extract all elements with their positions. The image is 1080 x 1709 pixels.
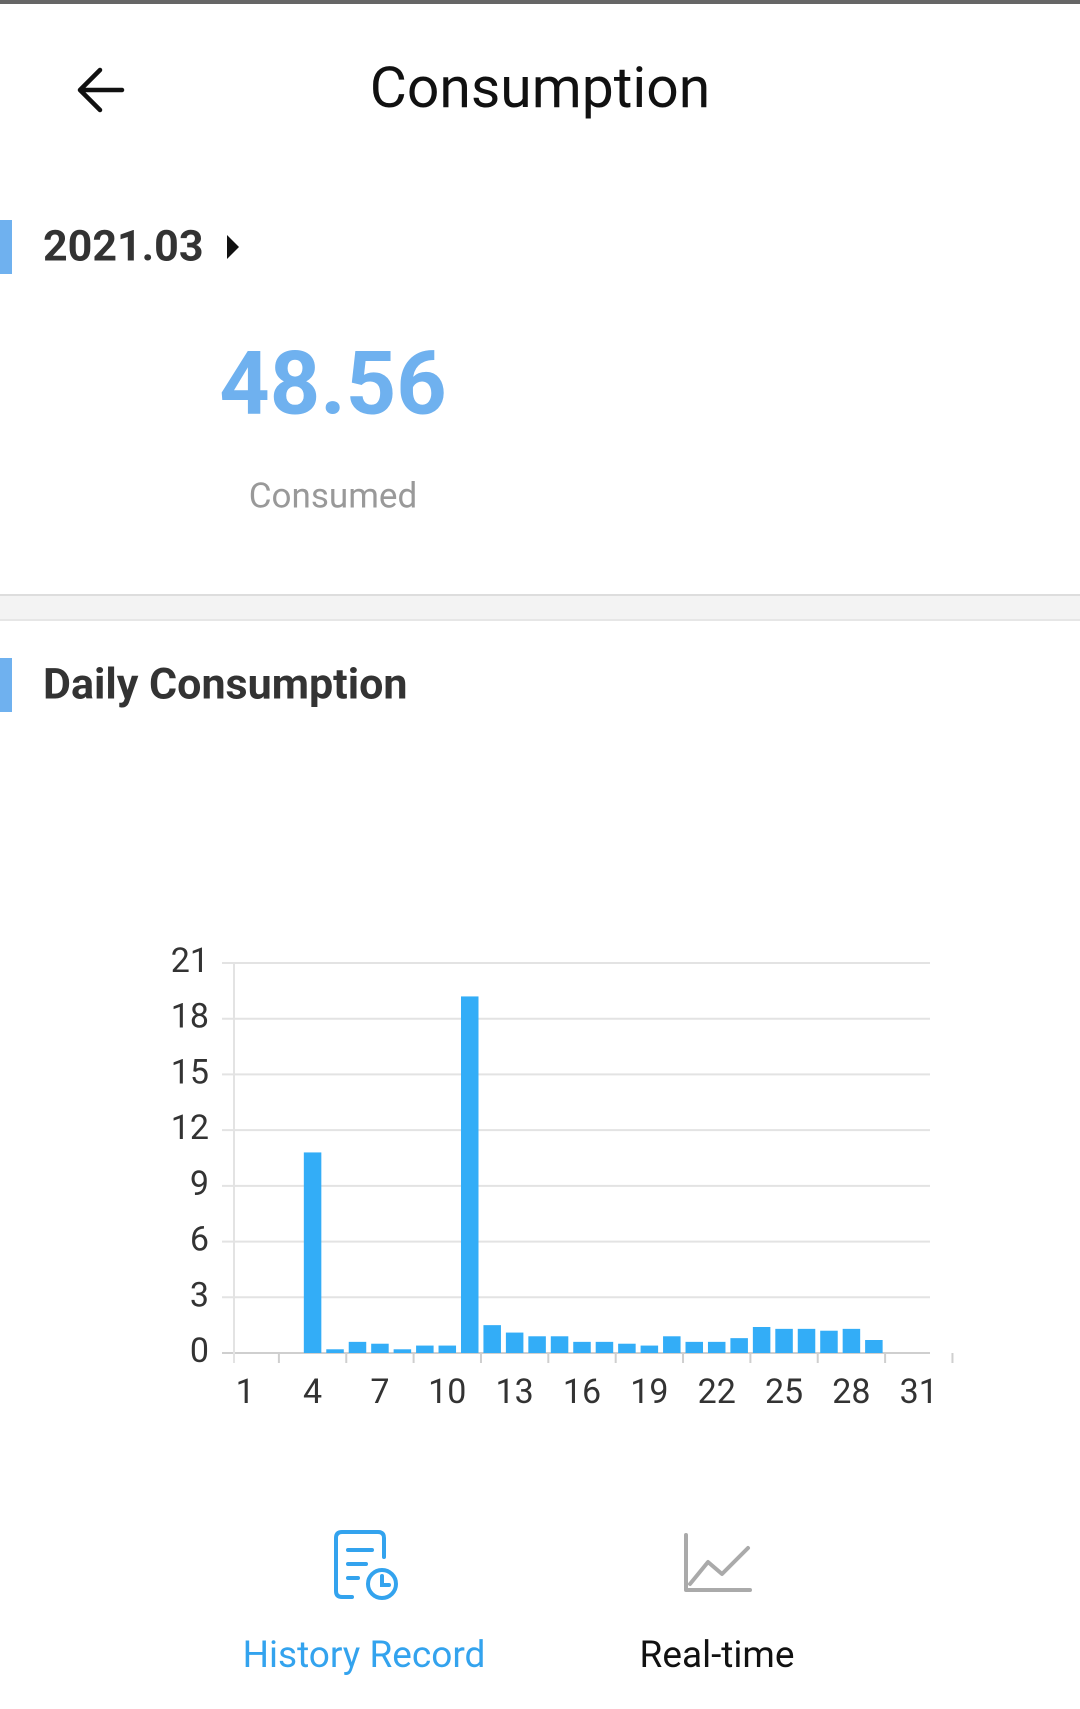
status-edge — [0, 0, 1080, 4]
bar — [618, 1343, 636, 1353]
x-tick-label: 1 — [236, 1372, 255, 1412]
bar — [595, 1341, 614, 1353]
y-tick-label: 21 — [171, 941, 209, 981]
x-tick-label: 25 — [765, 1372, 803, 1412]
back-button[interactable] — [77, 67, 125, 113]
bar — [775, 1328, 793, 1353]
total-value: 48.56 — [219, 332, 446, 435]
bar — [438, 1345, 457, 1353]
y-tick-label: 15 — [171, 1052, 209, 1092]
nav-realtime[interactable]: Real-time — [640, 1533, 795, 1677]
bar — [797, 1328, 816, 1353]
back-arrow — [77, 67, 125, 113]
period-arrow[interactable] — [227, 235, 239, 259]
section-title: Daily Consumption — [43, 659, 407, 709]
bar — [640, 1345, 659, 1353]
bar — [371, 1343, 389, 1353]
y-tick-label: 0 — [190, 1331, 209, 1371]
total-label: Consumed — [249, 475, 417, 516]
bar — [303, 1152, 322, 1353]
x-tick-label: 28 — [832, 1372, 870, 1412]
nav-label: Real-time — [640, 1634, 795, 1677]
bar — [528, 1336, 546, 1353]
x-tick-label: 13 — [496, 1372, 534, 1412]
bar — [416, 1345, 434, 1353]
bar — [348, 1341, 367, 1353]
y-tick-label: 6 — [190, 1220, 209, 1260]
y-tick-label: 9 — [190, 1164, 209, 1204]
page-title: Consumption — [370, 54, 710, 121]
bar — [550, 1336, 569, 1353]
y-tick-label: 12 — [171, 1108, 209, 1148]
bar — [685, 1341, 704, 1353]
bar — [483, 1325, 501, 1353]
x-tick-label: 19 — [630, 1372, 668, 1412]
y-tick-label: 18 — [171, 997, 209, 1037]
bar — [752, 1327, 771, 1353]
x-tick-label: 10 — [428, 1372, 466, 1412]
bar — [326, 1349, 344, 1353]
section-accent — [0, 658, 12, 712]
bar — [663, 1336, 681, 1353]
x-tick-label: 4 — [303, 1372, 322, 1412]
x-tick-label: 16 — [563, 1372, 601, 1412]
x-tick-label: 22 — [698, 1372, 736, 1412]
separator — [0, 595, 1080, 621]
period-label[interactable]: 2021.03 — [43, 221, 204, 271]
bar — [460, 996, 479, 1353]
bar — [842, 1328, 861, 1353]
realtime-icon — [684, 1533, 752, 1592]
bar — [393, 1349, 412, 1353]
bar — [730, 1338, 748, 1353]
bar — [505, 1332, 524, 1353]
history-icon — [334, 1530, 398, 1600]
bar — [820, 1330, 838, 1353]
nav-history[interactable]: History Record — [243, 1530, 486, 1677]
bar — [865, 1340, 883, 1353]
x-tick-label: 31 — [900, 1372, 938, 1412]
section-accent — [0, 220, 12, 274]
x-tick-label: 7 — [370, 1372, 389, 1412]
nav-label: History Record — [243, 1634, 486, 1677]
bar — [707, 1341, 726, 1353]
bar — [573, 1341, 591, 1353]
y-tick-label: 3 — [190, 1275, 209, 1315]
